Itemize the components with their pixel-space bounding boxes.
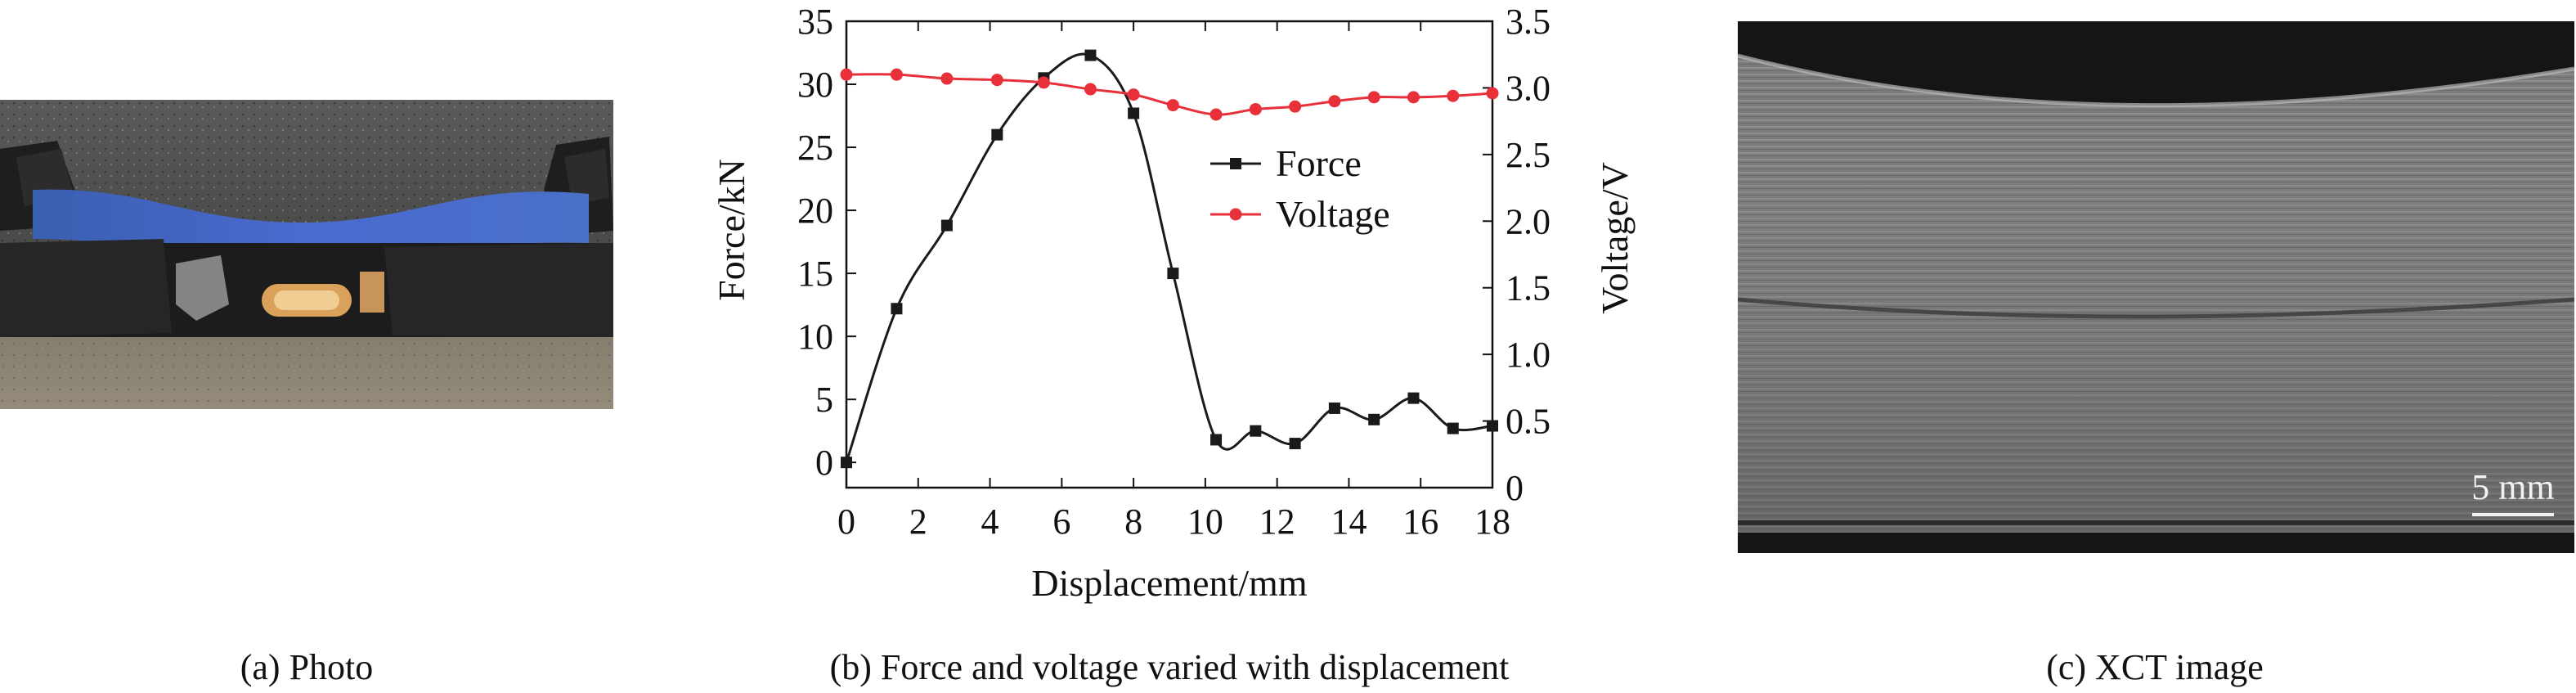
x-tick-label: 16 [1402, 502, 1438, 542]
y-left-tick-label: 25 [797, 128, 833, 168]
y-left-tick-label: 5 [815, 380, 833, 420]
xct-image: 5 mm [1737, 21, 2575, 553]
specimen-photo-image [0, 100, 613, 409]
caption-b: (b) Force and voltage varied with displa… [829, 647, 1510, 687]
force-point [1210, 434, 1223, 446]
y-right-tick-label: 2.0 [1506, 201, 1551, 241]
legend-force-label: Force [1276, 142, 1362, 184]
caption-a: (a) Photo [240, 647, 374, 687]
voltage-point [1367, 91, 1380, 104]
force-point [1407, 392, 1420, 404]
force-series-line [845, 52, 1493, 463]
y-left-tick-label: 0 [815, 443, 833, 483]
xct-scan: 5 mm [1737, 21, 2575, 553]
force-point [991, 128, 1003, 141]
force-point [1250, 425, 1262, 437]
x-tick-label: 0 [837, 502, 855, 542]
plot-frame [845, 20, 1494, 489]
y-right-axis-label: Voltage/V [1594, 162, 1636, 314]
x-tick-label: 8 [1124, 502, 1142, 542]
force-point [1084, 49, 1097, 61]
voltage-point [1289, 100, 1302, 113]
y-right-tick-label: 0.5 [1506, 402, 1551, 442]
y-right-tick-label: 1.0 [1506, 335, 1551, 375]
y-left-tick-label: 10 [797, 317, 833, 357]
legend-voltage-marker [1229, 208, 1242, 221]
x-tick-label: 10 [1187, 502, 1223, 542]
force-point [940, 219, 953, 232]
x-tick-label: 2 [909, 502, 927, 542]
y-left-tick-label: 20 [797, 191, 833, 231]
force-point [1289, 438, 1301, 450]
force-point [1128, 107, 1140, 119]
legend-force-marker [1230, 158, 1241, 169]
y-left-axis-label: Force/kN [711, 159, 752, 301]
caption-c: (c) XCT image [2046, 647, 2264, 687]
force-point [891, 303, 903, 315]
x-tick-label: 14 [1331, 502, 1367, 542]
voltage-point [840, 68, 853, 81]
force-point [1447, 422, 1459, 434]
chart-legend: Force Voltage [1210, 142, 1390, 235]
x-tick-label: 12 [1259, 502, 1295, 542]
x-tick-label: 18 [1474, 502, 1510, 542]
voltage-point [1084, 83, 1097, 96]
specimen-photo [0, 100, 613, 409]
y-right-tick-label: 2.5 [1506, 135, 1551, 175]
voltage-point [1407, 91, 1420, 104]
y-left-tick-label: 35 [797, 2, 833, 42]
chart-series [840, 49, 1499, 469]
chart-axes: 0 2 4 6 8 10 12 14 16 180510152025303500.51.01.52… [711, 2, 1636, 604]
voltage-point [1209, 108, 1223, 121]
voltage-series-line [846, 73, 1493, 116]
force-point [1328, 402, 1340, 414]
voltage-point [1127, 88, 1140, 101]
y-right-tick-label: 3.5 [1506, 2, 1551, 42]
voltage-point [1037, 76, 1050, 89]
voltage-point [1166, 99, 1179, 112]
x-axis-label: Displacement/mm [1031, 562, 1307, 604]
y-right-tick-label: 1.5 [1506, 268, 1551, 308]
force-point [841, 457, 852, 469]
x-tick-label: 6 [1052, 502, 1070, 542]
y-right-tick-label: 0 [1506, 468, 1524, 508]
y-right-tick-label: 3.0 [1506, 68, 1551, 108]
voltage-point [1486, 87, 1499, 100]
force-point [1368, 413, 1380, 425]
force-point [1167, 268, 1179, 280]
force-point [1487, 420, 1498, 432]
y-left-tick-label: 30 [797, 65, 833, 105]
voltage-point [890, 68, 903, 81]
legend-voltage-label: Voltage [1276, 193, 1390, 235]
y-left-tick-label: 15 [797, 254, 833, 294]
voltage-point [1447, 89, 1460, 102]
voltage-point [940, 72, 954, 85]
voltage-point [990, 74, 1003, 87]
scale-bar-label: 5 mm [2471, 467, 2554, 507]
voltage-point [1249, 102, 1262, 115]
x-tick-label: 4 [981, 502, 999, 542]
voltage-point [1328, 95, 1341, 108]
